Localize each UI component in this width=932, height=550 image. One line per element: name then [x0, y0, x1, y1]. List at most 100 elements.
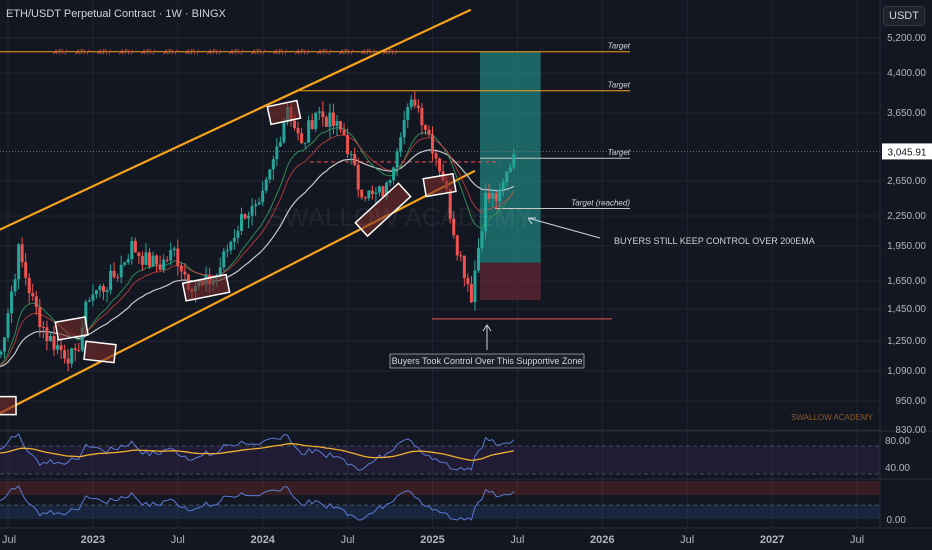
candle-body — [399, 137, 403, 152]
ath-label: ATH — [316, 50, 331, 57]
candle-body — [112, 270, 116, 278]
price-tick: 1,950.00 — [887, 241, 926, 252]
price-tick: 1,250.00 — [887, 336, 926, 347]
oscillator-line — [0, 485, 515, 521]
candle-body — [10, 291, 14, 314]
candle-body — [261, 190, 265, 203]
candle-body — [512, 154, 516, 168]
ath-label: ATH — [272, 50, 287, 57]
candle-body — [20, 244, 24, 263]
current-price-badge — [882, 143, 932, 160]
ath-label: ATH — [52, 50, 67, 57]
candle-body — [77, 350, 81, 352]
currency-button[interactable]: USDT — [883, 6, 925, 26]
candle-body — [87, 300, 91, 302]
candle-body — [498, 189, 502, 201]
candle-body — [395, 151, 399, 168]
candle-body — [48, 336, 52, 342]
candle-body — [452, 218, 456, 236]
candle-body — [38, 307, 42, 328]
candle-body — [172, 248, 176, 250]
candle-body — [236, 231, 240, 238]
time-tick: Jul — [680, 534, 694, 546]
candle-body — [218, 267, 222, 275]
candle-body — [331, 112, 335, 126]
ath-label: ATH — [118, 50, 133, 57]
candle-body — [314, 112, 318, 129]
candle-body — [335, 121, 339, 126]
candle-body — [360, 189, 364, 198]
candle-body — [222, 251, 226, 268]
candle-body — [116, 277, 120, 279]
candle-body — [342, 129, 346, 136]
ath-label: ATH — [228, 50, 243, 57]
candle-body — [63, 350, 67, 359]
price-tick: 2,250.00 — [887, 211, 926, 222]
support-note: Buyers Took Control Over This Supportive… — [392, 356, 583, 366]
candle-body — [155, 255, 159, 265]
candle-body — [505, 171, 509, 182]
candle-body — [271, 159, 275, 170]
candle-body — [151, 255, 155, 267]
candle-body — [52, 336, 56, 350]
candle-body — [0, 351, 3, 355]
candle-body — [2, 337, 6, 352]
candle-body — [102, 286, 106, 292]
candle-body — [385, 182, 389, 197]
time-tick: 2024 — [250, 534, 275, 546]
candle-body — [183, 271, 187, 275]
candle-body — [109, 270, 113, 291]
candle-body — [473, 270, 477, 303]
candle-body — [254, 204, 258, 207]
ath-label: ATH — [360, 50, 375, 57]
candle-body — [158, 264, 162, 271]
candle-body — [73, 348, 77, 351]
candle-body — [243, 214, 247, 219]
candle-body — [229, 241, 233, 251]
candle-body — [176, 248, 180, 266]
candle-body — [34, 296, 38, 308]
candle-body — [66, 358, 70, 364]
candle-body — [6, 313, 10, 338]
candle-body — [339, 121, 343, 130]
price-tick: 1,450.00 — [887, 304, 926, 315]
target-label: Target — [608, 42, 631, 51]
candle-body — [84, 301, 88, 328]
reaction-box — [422, 172, 457, 198]
candle-body — [448, 188, 452, 219]
candle-body — [278, 142, 282, 147]
candle-body — [137, 252, 141, 257]
candle-body — [165, 259, 169, 261]
candle-body — [27, 277, 31, 294]
candle-body — [264, 179, 268, 191]
candle-body — [179, 265, 183, 272]
candle-body — [13, 279, 17, 292]
candle-body — [239, 214, 243, 232]
reaction-box — [266, 99, 302, 126]
target-label: Target — [608, 81, 631, 90]
ema-note-arrowhead — [527, 217, 536, 225]
candle-body — [80, 327, 84, 351]
candle-body — [133, 240, 137, 253]
candle-body — [310, 120, 314, 129]
candle-body — [130, 240, 134, 260]
time-tick: Jul — [171, 534, 185, 546]
candle-body — [459, 255, 463, 257]
ath-label: ATH — [96, 50, 111, 57]
chart-title: ETH/USDT Perpetual Contract · 1W · BINGX — [6, 8, 227, 20]
candle-body — [303, 142, 307, 144]
ath-label: ATH — [294, 50, 309, 57]
time-tick: 2023 — [81, 534, 105, 546]
ema-note-arrow — [527, 217, 601, 239]
current-price-label: 3,045.91 — [888, 147, 927, 158]
candle-body — [431, 134, 434, 154]
candle-body — [420, 107, 424, 126]
candle-body — [41, 327, 45, 329]
reaction-boxes — [0, 99, 457, 416]
candle-body — [140, 256, 144, 265]
candle-body — [17, 244, 21, 280]
candle-body — [296, 128, 300, 134]
candle-body — [247, 215, 251, 219]
